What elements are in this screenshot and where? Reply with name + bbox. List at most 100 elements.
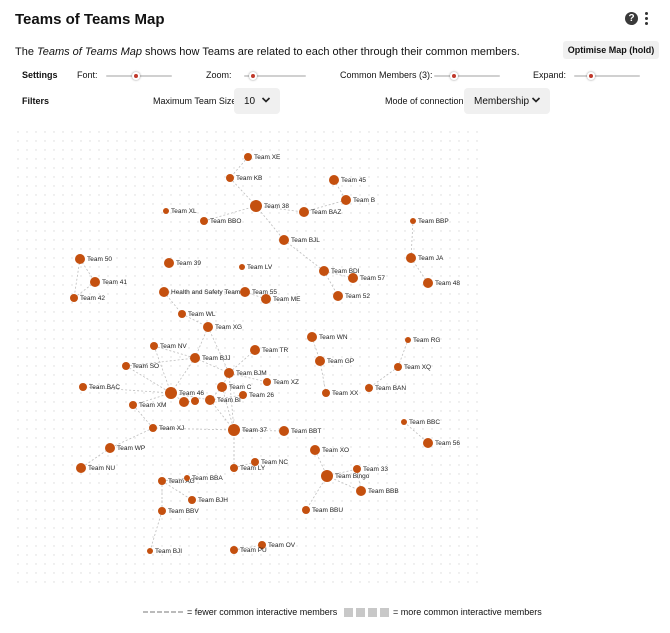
team-node[interactable]: Team 37 bbox=[228, 424, 267, 436]
team-node[interactable]: Team BDI bbox=[319, 266, 360, 276]
team-node[interactable]: Team BI bbox=[205, 395, 241, 405]
team-node[interactable]: Team NU bbox=[76, 463, 115, 473]
team-node[interactable]: Team 52 bbox=[333, 291, 370, 301]
team-node[interactable]: Team WL bbox=[178, 310, 216, 318]
team-node-circle[interactable] bbox=[70, 294, 78, 302]
team-node-circle[interactable] bbox=[423, 278, 433, 288]
team-node[interactable]: Team SO bbox=[122, 362, 159, 370]
team-node[interactable]: Team 33 bbox=[353, 465, 388, 473]
team-node[interactable]: Team BAC bbox=[79, 383, 120, 391]
team-node-circle[interactable] bbox=[164, 258, 174, 268]
team-node-circle[interactable] bbox=[228, 424, 240, 436]
team-node[interactable]: Team OV bbox=[258, 541, 296, 549]
optimise-map-button[interactable]: Optimise Map (hold) bbox=[563, 41, 659, 59]
team-node-circle[interactable] bbox=[410, 218, 416, 224]
mode-of-connection-select[interactable]: Membership bbox=[464, 88, 550, 114]
team-node[interactable]: Team BAZ bbox=[299, 207, 341, 217]
expand-slider-handle[interactable] bbox=[586, 72, 595, 80]
team-node[interactable]: Team 46 bbox=[165, 387, 204, 399]
team-node-circle[interactable] bbox=[158, 507, 166, 515]
team-node-circle[interactable] bbox=[365, 384, 373, 392]
team-node[interactable]: Team AG bbox=[158, 477, 195, 485]
team-node[interactable]: Team BJL bbox=[279, 235, 320, 245]
team-node[interactable]: Team NC bbox=[251, 458, 288, 466]
team-node[interactable]: Team 42 bbox=[70, 294, 105, 302]
team-node-circle[interactable] bbox=[191, 397, 199, 405]
team-node-circle[interactable] bbox=[244, 153, 252, 161]
team-node-circle[interactable] bbox=[230, 464, 238, 472]
team-node-circle[interactable] bbox=[302, 506, 310, 514]
team-node-circle[interactable] bbox=[307, 332, 317, 342]
team-node-circle[interactable] bbox=[423, 438, 433, 448]
team-node-circle[interactable] bbox=[188, 496, 196, 504]
zoom-slider-handle[interactable] bbox=[249, 72, 258, 80]
max-team-size-select[interactable]: 10 bbox=[234, 88, 280, 114]
team-node[interactable]: Team JA bbox=[406, 253, 444, 263]
team-node-circle[interactable] bbox=[329, 175, 339, 185]
team-node-circle[interactable] bbox=[333, 291, 343, 301]
team-node[interactable]: Team XZ bbox=[263, 378, 299, 386]
team-node-circle[interactable] bbox=[217, 382, 227, 392]
team-node[interactable]: Team GP bbox=[315, 356, 354, 366]
team-node-circle[interactable] bbox=[322, 389, 330, 397]
team-node-circle[interactable] bbox=[239, 391, 247, 399]
team-node-circle[interactable] bbox=[401, 419, 407, 425]
team-node[interactable]: Team XJ bbox=[149, 424, 184, 432]
team-node-circle[interactable] bbox=[122, 362, 130, 370]
team-node[interactable]: Team LY bbox=[230, 464, 266, 472]
team-node-circle[interactable] bbox=[406, 253, 416, 263]
team-node[interactable]: Team 39 bbox=[164, 258, 201, 268]
team-node[interactable]: Team PU bbox=[230, 546, 267, 554]
team-node-circle[interactable] bbox=[150, 342, 158, 350]
team-node[interactable]: Team TR bbox=[250, 345, 289, 355]
team-node[interactable]: Team BAN bbox=[365, 384, 406, 392]
team-node-circle[interactable] bbox=[299, 207, 309, 217]
team-node-circle[interactable] bbox=[149, 424, 157, 432]
team-node[interactable]: Team RG bbox=[405, 337, 440, 344]
team-node-circle[interactable] bbox=[200, 217, 208, 225]
team-node[interactable]: Team XX bbox=[322, 389, 359, 397]
team-node-circle[interactable] bbox=[250, 345, 260, 355]
team-node[interactable]: Team 48 bbox=[423, 278, 460, 288]
team-node-circle[interactable] bbox=[279, 235, 289, 245]
team-node-circle[interactable] bbox=[224, 368, 234, 378]
team-node[interactable]: Team BBO bbox=[200, 217, 241, 225]
team-node-circle[interactable] bbox=[129, 401, 137, 409]
team-node[interactable] bbox=[179, 397, 189, 407]
team-node-circle[interactable] bbox=[163, 208, 169, 214]
team-node-circle[interactable] bbox=[310, 445, 320, 455]
team-node[interactable]: Team BBT bbox=[279, 426, 321, 436]
team-node-circle[interactable] bbox=[353, 465, 361, 473]
team-node[interactable]: Team Bingo bbox=[321, 470, 370, 482]
team-node[interactable]: Team C bbox=[217, 382, 252, 392]
team-node[interactable]: Team XQ bbox=[394, 363, 431, 371]
team-node-circle[interactable] bbox=[250, 200, 262, 212]
team-node-circle[interactable] bbox=[159, 287, 169, 297]
team-node[interactable]: Team 45 bbox=[329, 175, 366, 185]
team-node[interactable]: Team BJJ bbox=[190, 353, 231, 363]
team-node[interactable]: Team BBC bbox=[401, 419, 440, 426]
team-node-circle[interactable] bbox=[263, 378, 271, 386]
team-node[interactable]: Team XG bbox=[203, 322, 242, 332]
team-node-circle[interactable] bbox=[321, 470, 333, 482]
team-node-circle[interactable] bbox=[356, 486, 366, 496]
team-node[interactable]: Team BBU bbox=[302, 506, 343, 514]
team-node-circle[interactable] bbox=[251, 458, 259, 466]
team-node[interactable] bbox=[191, 397, 199, 405]
team-node-circle[interactable] bbox=[190, 353, 200, 363]
team-node-circle[interactable] bbox=[165, 387, 177, 399]
team-node-circle[interactable] bbox=[90, 277, 100, 287]
team-node-circle[interactable] bbox=[75, 254, 85, 264]
common-members-slider-handle[interactable] bbox=[449, 72, 458, 80]
team-node-circle[interactable] bbox=[258, 541, 266, 549]
common-members-slider[interactable] bbox=[434, 72, 500, 80]
team-node[interactable]: Team XO bbox=[310, 445, 349, 455]
team-node[interactable]: Team BBV bbox=[158, 507, 199, 515]
team-node[interactable]: Team XE bbox=[244, 153, 281, 161]
team-node[interactable]: Team BBP bbox=[410, 218, 449, 225]
team-node[interactable]: Team BJH bbox=[188, 496, 228, 504]
team-node-circle[interactable] bbox=[394, 363, 402, 371]
more-vertical-icon[interactable] bbox=[643, 12, 650, 25]
team-node-circle[interactable] bbox=[315, 356, 325, 366]
team-nodes[interactable]: Team XE Team KB Team 45 Team B Team 38 Team B… bbox=[70, 153, 460, 555]
